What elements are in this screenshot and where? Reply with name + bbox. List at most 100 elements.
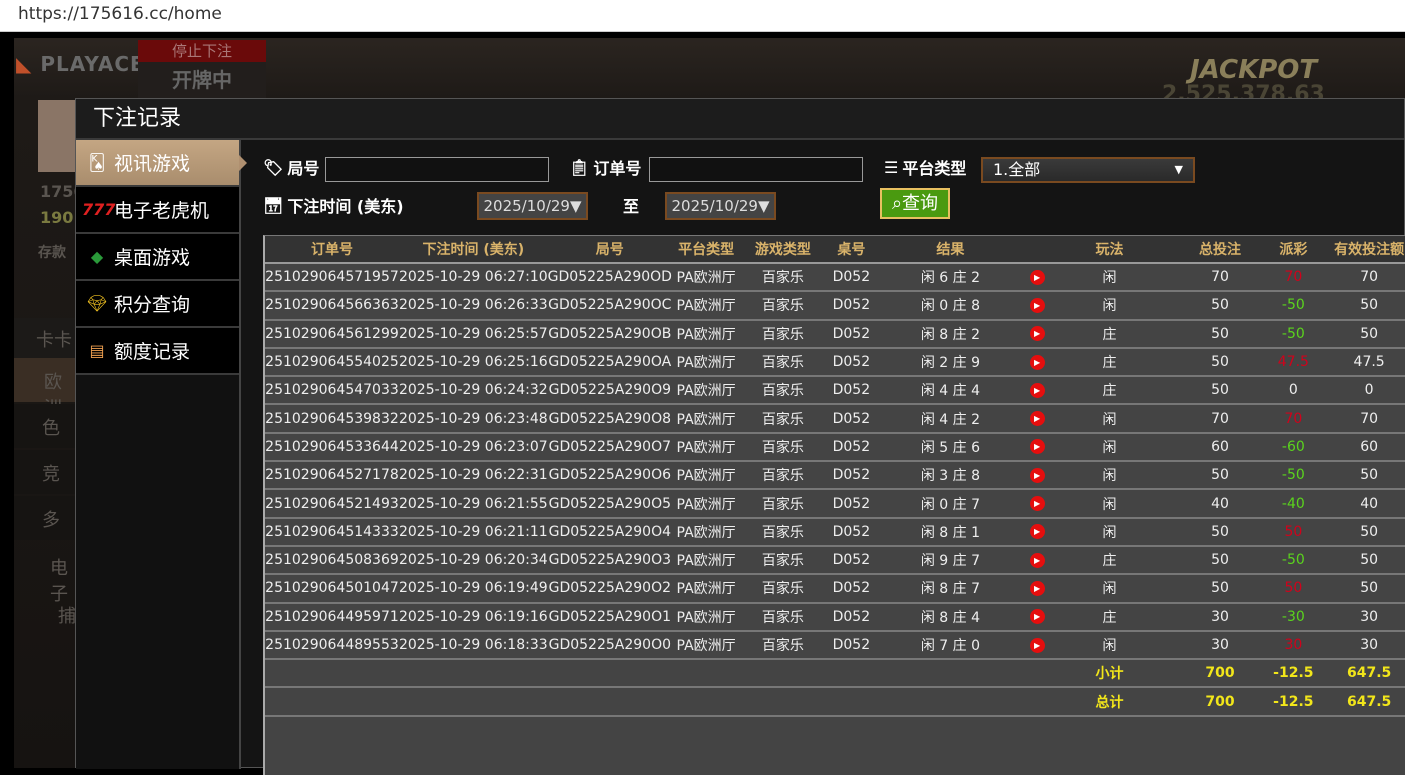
play-video-icon[interactable]: ▶	[1029, 439, 1045, 455]
nav-label: 额度记录	[114, 341, 191, 363]
play-video-icon[interactable]: ▶	[1029, 354, 1045, 370]
play-video-icon[interactable]: ▶	[1029, 637, 1045, 653]
address-bar[interactable]: https://175616.cc/home	[0, 0, 1405, 32]
table-cell: -60	[1271, 432, 1316, 463]
table-cell: 闲 8 庄 1	[877, 517, 1024, 547]
table-cell: 50	[1168, 291, 1272, 321]
table-cell: D052	[825, 319, 878, 349]
table-row: 251029064514333 2025-10-29 06:21:11 GD0522…	[265, 517, 1405, 547]
table-cell: GD05225A290OA	[547, 347, 672, 378]
play-video-icon[interactable]: ▶	[1029, 411, 1045, 427]
side-item[interactable]: 竞	[14, 450, 76, 494]
nav-live-games[interactable]: 🂮 视讯游戏	[76, 140, 247, 187]
play-video-icon[interactable]: ▶	[1029, 609, 1045, 625]
table-cell: 百家乐	[740, 319, 826, 349]
table-cell: 251029064489553	[265, 630, 399, 661]
play-video-icon[interactable]: ▶	[1029, 496, 1045, 512]
table-cell: 40	[1168, 489, 1272, 519]
order-label: 📋︎ 订单号	[569, 157, 642, 179]
table-cell: -50	[1271, 545, 1316, 576]
play-video-icon[interactable]: ▶	[1029, 382, 1045, 398]
order-input[interactable]	[649, 157, 863, 182]
round-input[interactable]	[325, 157, 549, 182]
table-cell: 闲 6 庄 2	[877, 263, 1024, 293]
nav-slots[interactable]: 777 电子老虎机	[76, 187, 239, 234]
video-cell: ▶	[1023, 489, 1051, 519]
table-cell: 百家乐	[740, 489, 826, 519]
dealing-status: 开牌中	[138, 62, 266, 98]
stop-bet-banner: 停止下注	[138, 40, 266, 62]
video-cell: ▶	[1023, 347, 1051, 378]
table-cell: 闲 4 庄 4	[877, 376, 1024, 406]
platform-label: ☰ 平台类型	[884, 157, 967, 179]
table-cell: GD05225A290O2	[547, 574, 672, 604]
table-cell: PA欧洲厅	[671, 545, 741, 576]
side-item[interactable]: 欧洲	[14, 358, 76, 419]
nav-table-games[interactable]: ◆ 桌面游戏	[76, 234, 239, 281]
nav-points[interactable]: 💎︎ 积分查询	[76, 281, 239, 328]
nav-credit-records[interactable]: ▤ 额度记录	[76, 328, 239, 375]
side-item[interactable]: 色	[14, 404, 76, 448]
empty-cell	[265, 687, 1051, 717]
table-cell: 30	[1315, 602, 1405, 632]
playing-cards-icon: 🂮	[88, 153, 106, 172]
table-row: 251029064539832 2025-10-29 06:23:48 GD0522…	[265, 404, 1405, 434]
table-cell: 251029064501047	[265, 574, 399, 604]
table-cell: 闲	[1050, 574, 1169, 604]
table-row: 251029064561299 2025-10-29 06:25:57 GD0522…	[265, 319, 1405, 349]
table-cell: 50	[1168, 347, 1272, 378]
table-cell: 30	[1168, 602, 1272, 632]
video-cell: ▶	[1023, 376, 1051, 406]
side-item[interactable]: 捕	[58, 606, 76, 627]
document-icon: ▤	[89, 341, 105, 360]
table-cell: 50	[1168, 461, 1272, 491]
chevron-down-icon: ▼	[1174, 163, 1183, 176]
table-cell: D052	[825, 545, 878, 576]
table-cell: PA欧洲厅	[671, 517, 741, 547]
slot-777-icon: 777	[82, 200, 116, 219]
column-header: 局号	[547, 236, 672, 264]
play-video-icon[interactable]: ▶	[1029, 269, 1045, 285]
deposit-button[interactable]: 存款	[38, 245, 66, 261]
date-from-picker[interactable]: 2025/10/29▼	[477, 192, 588, 220]
nav-label: 积分查询	[114, 294, 191, 316]
table-cell: D052	[825, 432, 878, 463]
table-cell: 2025-10-29 06:27:10	[398, 263, 548, 293]
table-cell: 2025-10-29 06:20:34	[398, 545, 548, 576]
table-cell: 庄	[1050, 545, 1169, 576]
table-row: 251029064501047 2025-10-29 06:19:49 GD0522…	[265, 574, 1405, 604]
table-cell: 50	[1315, 574, 1405, 604]
play-video-icon[interactable]: ▶	[1029, 552, 1045, 568]
side-item[interactable]: 电子	[50, 558, 68, 605]
video-cell: ▶	[1023, 461, 1051, 491]
play-video-icon[interactable]: ▶	[1029, 524, 1045, 540]
table-cell: 50	[1271, 574, 1316, 604]
play-video-icon[interactable]: ▶	[1029, 580, 1045, 596]
play-video-icon[interactable]: ▶	[1029, 467, 1045, 483]
video-cell: ▶	[1023, 263, 1051, 293]
side-item[interactable]: 多	[14, 496, 76, 540]
play-video-icon[interactable]: ▶	[1029, 326, 1045, 342]
table-cell: 百家乐	[740, 602, 826, 632]
table-cell: PA欧洲厅	[671, 489, 741, 519]
calendar-icon: 📅︎	[263, 195, 284, 215]
table-cell: 百家乐	[740, 461, 826, 491]
modal-title: 下注记录	[76, 99, 1404, 140]
platform-select[interactable]: 1.全部 ▼	[981, 157, 1195, 183]
date-to-picker[interactable]: 2025/10/29▼	[665, 192, 776, 220]
table-cell: PA欧洲厅	[671, 319, 741, 349]
table-cell: 闲 7 庄 0	[877, 630, 1024, 661]
side-item[interactable]: 卡卡	[14, 318, 76, 358]
table-cell: PA欧洲厅	[671, 461, 741, 491]
table-cell: 251029064547033	[265, 376, 399, 406]
user-id: 1756	[40, 182, 85, 201]
table-cell: 50	[1271, 517, 1316, 547]
play-video-icon[interactable]: ▶	[1029, 297, 1045, 313]
server-icon: ☰	[884, 157, 899, 177]
subtotal-label: 小计	[1050, 659, 1169, 689]
table-cell: 40	[1315, 489, 1405, 519]
table-cell: 2025-10-29 06:21:11	[398, 517, 548, 547]
table-cell: 30	[1168, 630, 1272, 661]
table-cell: 2025-10-29 06:23:07	[398, 432, 548, 463]
query-button[interactable]: ⌕查询	[880, 188, 950, 219]
